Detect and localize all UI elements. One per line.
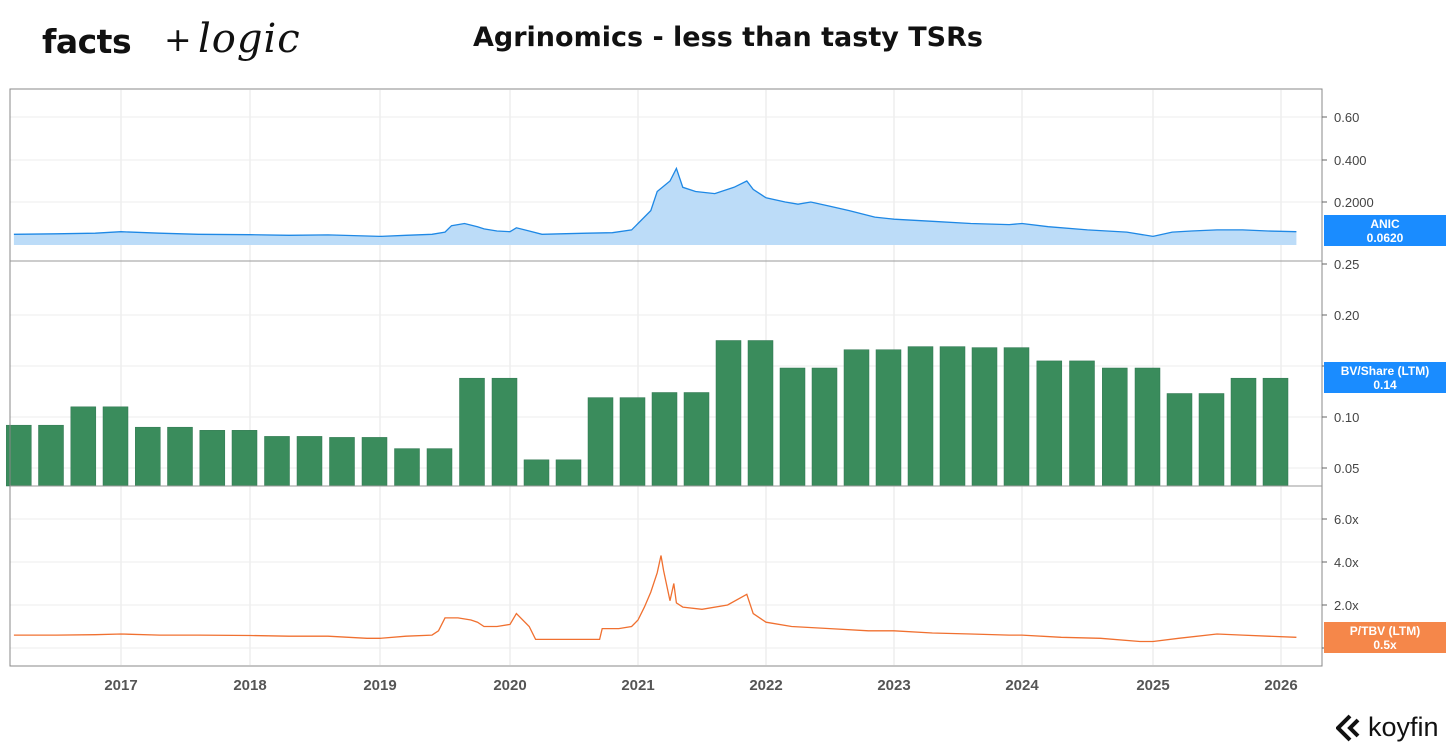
y-tick-label: 6.0x bbox=[1334, 512, 1359, 527]
y-tick-label: 0.20 bbox=[1334, 308, 1359, 323]
bv-share-bar bbox=[939, 346, 966, 487]
panel-bv-share bbox=[6, 340, 1289, 487]
bv-share-bar bbox=[135, 426, 161, 487]
bv-share-bar bbox=[1036, 360, 1063, 487]
x-tick-label: 2018 bbox=[233, 677, 266, 694]
panel-p-tbv bbox=[13, 555, 1297, 643]
bv-share-bar bbox=[1134, 367, 1161, 487]
bv-share-bar bbox=[38, 424, 64, 487]
y-tick-label: 0.25 bbox=[1334, 257, 1359, 272]
bv-share-bar bbox=[167, 426, 193, 487]
panel-anic-price bbox=[13, 166, 1297, 245]
bv-share-bar bbox=[394, 448, 420, 487]
koyfin-wordmark: koyfin bbox=[1368, 712, 1439, 742]
bv-share-bar bbox=[907, 346, 934, 487]
anic-price-line bbox=[13, 166, 1297, 238]
bv-share-bar bbox=[1198, 393, 1225, 487]
bv-share-bar bbox=[1230, 377, 1257, 487]
bv-share-badge-label: BV/Share (LTM) bbox=[1341, 364, 1429, 378]
bv-share-badge-value: 0.14 bbox=[1373, 378, 1397, 392]
p-tbv-line bbox=[13, 555, 1297, 643]
logo-facts-text: facts bbox=[42, 22, 132, 61]
bv-share-bar bbox=[971, 347, 998, 487]
bv-share-bar bbox=[779, 367, 806, 487]
anic-badge-value: 0.0620 bbox=[1367, 231, 1404, 245]
koyfin-branding: koyfin bbox=[1336, 710, 1456, 744]
x-tick-label: 2022 bbox=[749, 677, 782, 694]
bv-share-bar bbox=[459, 377, 485, 487]
bv-share-bar bbox=[361, 437, 388, 487]
bv-share-bar bbox=[1102, 367, 1128, 487]
anic-area-fill bbox=[13, 168, 1297, 245]
x-tick-label: 2021 bbox=[621, 677, 654, 694]
x-tick-label: 2026 bbox=[1264, 677, 1297, 694]
bv-share-bar bbox=[843, 349, 870, 487]
bv-share-bar bbox=[1069, 360, 1095, 487]
bv-share-bar bbox=[70, 406, 97, 487]
y-tick-label: 0.60 bbox=[1334, 110, 1359, 125]
bv-share-bar bbox=[715, 340, 742, 487]
bv-share-bar bbox=[555, 459, 582, 487]
p-tbv-badge-bg bbox=[1324, 622, 1446, 653]
bv-share-bar bbox=[683, 392, 710, 487]
y-tick-label: 2.0x bbox=[1334, 598, 1359, 613]
x-tick-label: 2019 bbox=[363, 677, 396, 694]
logo-logic-text: logic bbox=[198, 16, 301, 62]
facts-logic-logo: facts + logic bbox=[38, 10, 300, 80]
bv-share-bar bbox=[1003, 347, 1030, 487]
bv-share-bar bbox=[491, 377, 518, 487]
bv-share-bar bbox=[231, 430, 258, 487]
y-tick-label: 0.05 bbox=[1334, 461, 1359, 476]
bv-share-bar bbox=[619, 397, 646, 487]
bv-share-bar bbox=[1166, 393, 1193, 487]
bv-share-bar bbox=[264, 436, 290, 487]
p-tbv-badge-value: 0.5x bbox=[1373, 638, 1397, 652]
bv-share-bar bbox=[747, 340, 774, 487]
p-tbv-badge-label: P/TBV (LTM) bbox=[1350, 624, 1420, 638]
bv-share-bar bbox=[426, 448, 453, 487]
anic-badge-label: ANIC bbox=[1370, 217, 1400, 231]
x-tick-label: 2020 bbox=[493, 677, 526, 694]
bv-share-bar bbox=[329, 437, 355, 487]
bv-share-badge-bg bbox=[1324, 362, 1446, 393]
y-tick-label: 0.2000 bbox=[1334, 195, 1374, 210]
bv-share-bar bbox=[199, 430, 226, 487]
axes-layer: 2017 2018 2019 2020 2021 2022 2023 2024 2025 2026… bbox=[9, 88, 1374, 694]
x-tick-label: 2024 bbox=[1005, 677, 1039, 694]
chart-frame bbox=[9, 88, 1323, 667]
anic-badge-bg bbox=[1324, 215, 1446, 246]
bv-share-bar bbox=[875, 349, 902, 487]
bv-share-bar bbox=[102, 406, 129, 487]
koyfin-logo-icon bbox=[1336, 714, 1360, 742]
bv-share-bar bbox=[587, 397, 614, 487]
logo-plus-text: + bbox=[164, 20, 192, 59]
bv-share-bar bbox=[1262, 377, 1289, 487]
y-tick-label: 0.10 bbox=[1334, 410, 1359, 425]
y-tick-label: 0.400 bbox=[1334, 153, 1367, 168]
x-tick-label: 2023 bbox=[877, 677, 910, 694]
bv-share-bar bbox=[651, 392, 678, 487]
bv-share-bar bbox=[523, 459, 550, 487]
bv-share-bar bbox=[811, 367, 838, 487]
y-tick-label: 4.0x bbox=[1334, 555, 1359, 570]
x-tick-label: 2025 bbox=[1136, 677, 1169, 694]
bv-share-bar bbox=[296, 436, 323, 487]
chart-title: Agrinomics - less than tasty TSRs bbox=[473, 22, 983, 53]
x-tick-label: 2017 bbox=[104, 677, 137, 694]
